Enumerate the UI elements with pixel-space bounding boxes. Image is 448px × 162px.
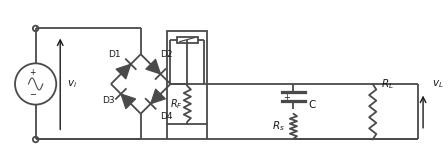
Text: D1: D1 xyxy=(108,50,121,59)
Polygon shape xyxy=(151,89,165,104)
Text: D3: D3 xyxy=(102,96,115,105)
Text: $\mathit{R}_L$: $\mathit{R}_L$ xyxy=(381,77,394,91)
Bar xyxy=(177,37,198,43)
Text: −: − xyxy=(30,91,36,100)
Polygon shape xyxy=(121,94,136,109)
Bar xyxy=(167,31,207,124)
Text: $\mathit{R}_s$: $\mathit{R}_s$ xyxy=(272,119,285,133)
Polygon shape xyxy=(116,64,131,79)
Text: $\mathit{v}_i$: $\mathit{v}_i$ xyxy=(67,78,77,90)
Text: +: + xyxy=(30,68,36,77)
Text: D2: D2 xyxy=(160,50,173,59)
Text: $\mathit{R}_F$: $\mathit{R}_F$ xyxy=(170,97,183,111)
Polygon shape xyxy=(146,59,160,74)
Text: C: C xyxy=(309,100,316,110)
Text: D4: D4 xyxy=(160,111,173,121)
Text: +: + xyxy=(283,93,290,102)
Text: $\mathit{v}_L$: $\mathit{v}_L$ xyxy=(432,78,444,90)
